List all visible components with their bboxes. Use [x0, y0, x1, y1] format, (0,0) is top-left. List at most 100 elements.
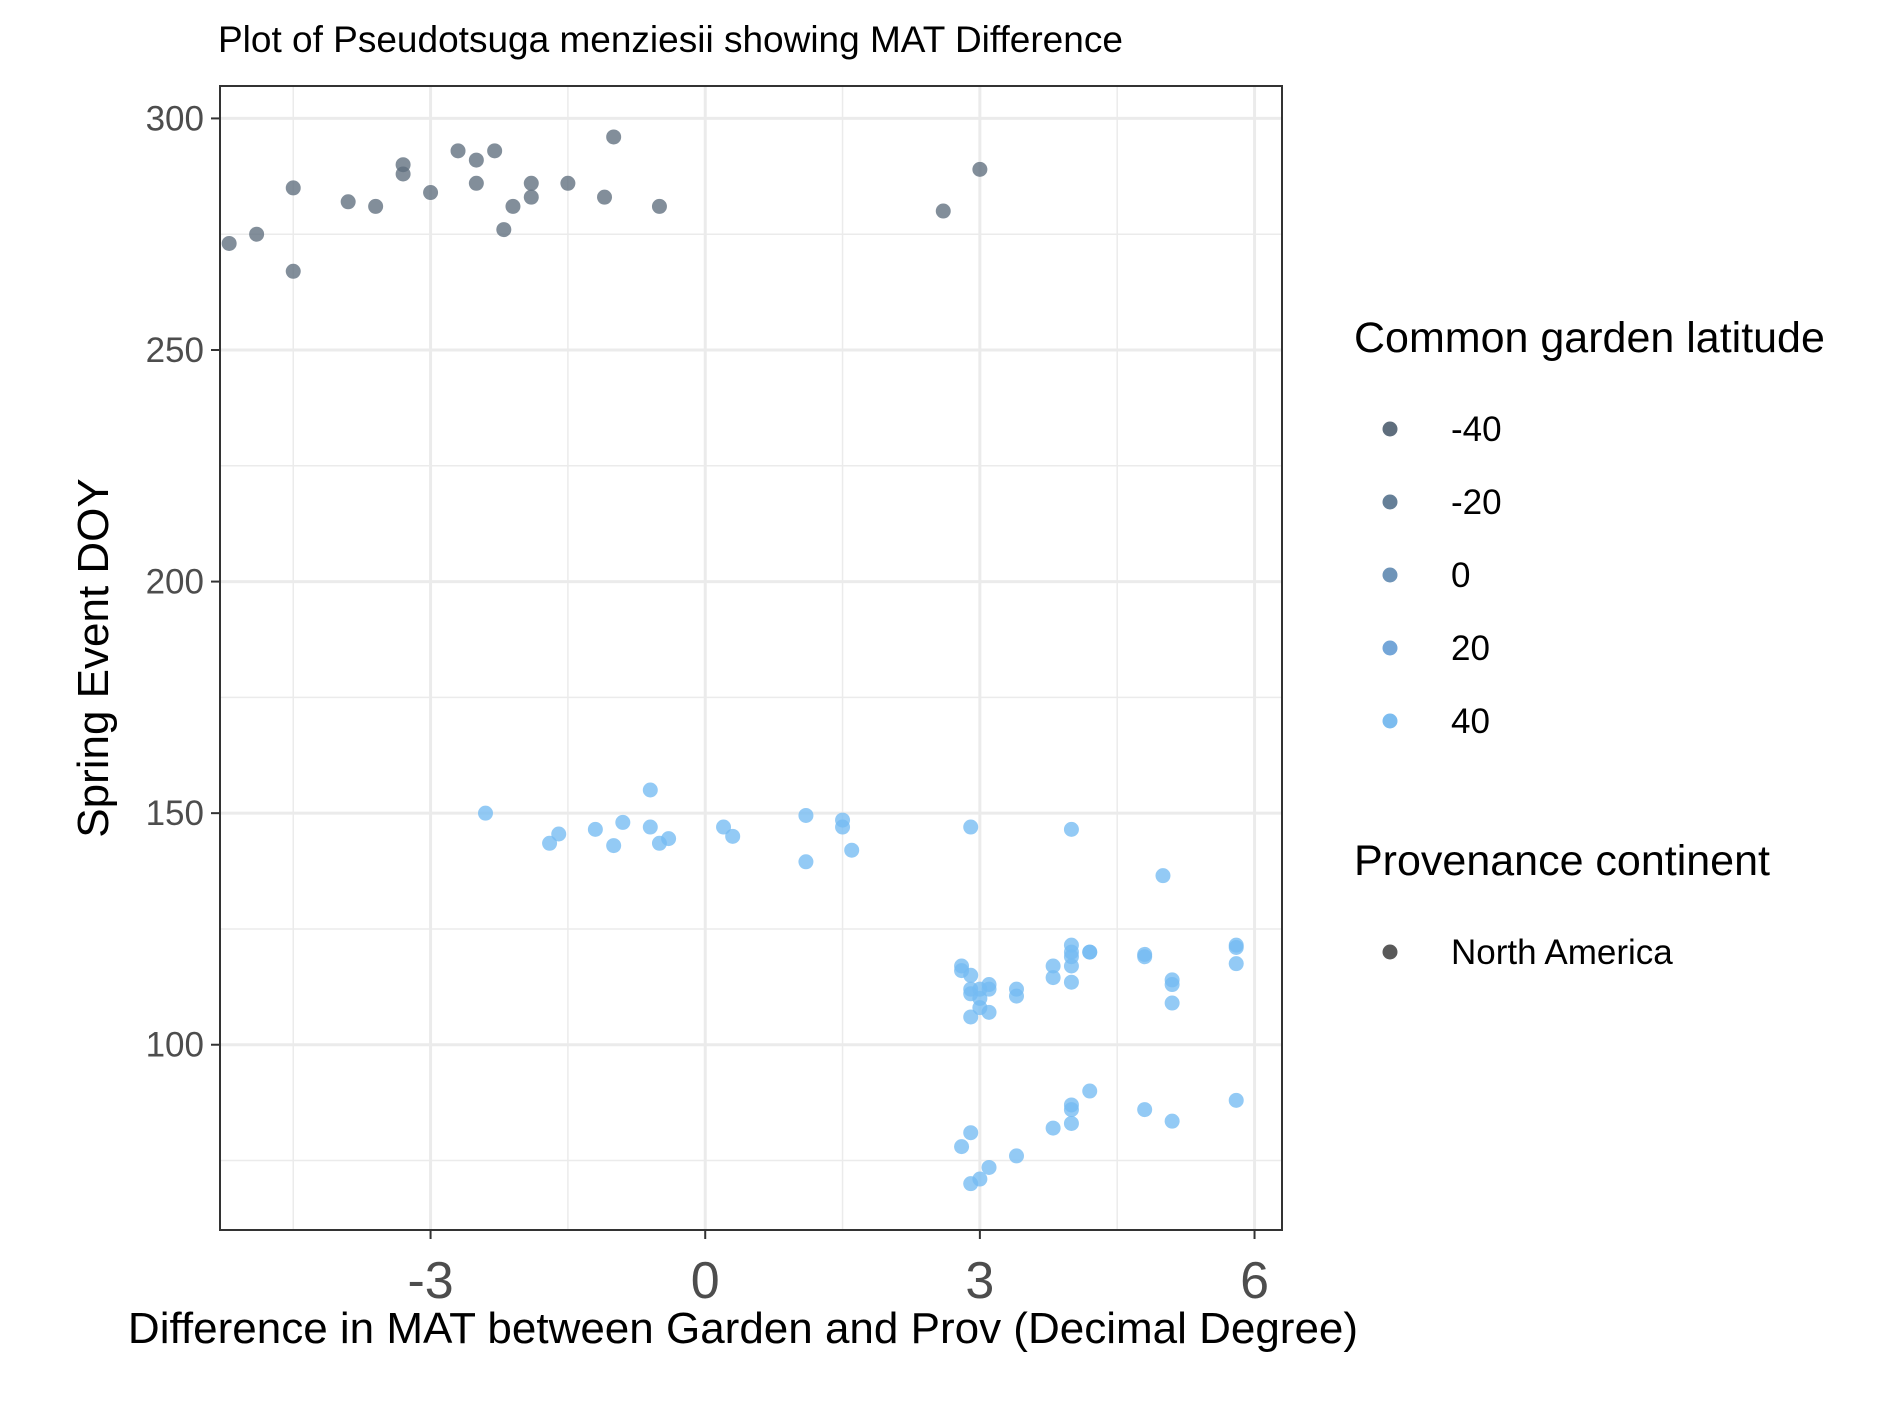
data-point: [1063, 944, 1079, 960]
data-point: [587, 821, 603, 837]
plot-panel-border: [219, 85, 1283, 1231]
data-point: [478, 805, 493, 821]
data-point: [368, 198, 384, 214]
data-point: [468, 175, 484, 191]
x-axis-ticks: -3 0 3 6: [407, 1230, 1269, 1310]
legend: Common garden latitude -40 -20 0 20 40 Provena…: [1354, 314, 1825, 972]
data-point: [954, 1139, 970, 1155]
data-point: [963, 967, 979, 983]
data-point: [523, 175, 539, 191]
data-point: [468, 152, 484, 168]
data-point: [1228, 956, 1244, 972]
data-point: [844, 842, 860, 858]
x-tick-label: 0: [691, 1252, 720, 1310]
data-point: [972, 161, 988, 177]
data-point: [1137, 949, 1153, 965]
x-axis-title: Difference in MAT between Garden and Pro…: [128, 1304, 1358, 1353]
data-point: [935, 203, 951, 219]
data-point: [963, 1009, 979, 1025]
x-tick-label: 3: [965, 1252, 994, 1310]
data-point: [981, 1004, 997, 1020]
chart-title: Plot of Pseudotsuga menziesii showing MA…: [218, 19, 1123, 60]
data-point: [560, 175, 576, 191]
legend-key: [1382, 567, 1398, 583]
legend-key: [1382, 640, 1398, 656]
data-point: [1155, 868, 1171, 884]
data-point: [496, 222, 512, 238]
data-point: [1082, 1083, 1098, 1099]
data-point: [835, 819, 851, 835]
data-point: [1063, 1115, 1079, 1131]
data-point: [1045, 970, 1061, 986]
data-point: [221, 235, 237, 251]
data-point: [606, 838, 622, 854]
data-point: [551, 826, 567, 842]
legend-key: [1382, 713, 1398, 729]
data-point: [981, 981, 997, 997]
data-point: [1063, 821, 1079, 837]
legend-label: 20: [1451, 629, 1490, 668]
legend-key: [1382, 494, 1398, 510]
data-point: [798, 807, 814, 823]
data-point: [642, 819, 658, 835]
data-point: [505, 198, 521, 214]
data-point: [285, 180, 301, 196]
y-tick-label: 200: [146, 563, 204, 602]
data-point: [597, 189, 613, 205]
data-point: [1063, 974, 1079, 990]
data-point: [1045, 958, 1061, 974]
x-tick-label: -3: [407, 1252, 453, 1310]
data-point: [285, 263, 301, 279]
data-point: [1164, 977, 1180, 993]
data-point: [798, 854, 814, 870]
legend-label: 0: [1451, 556, 1470, 595]
data-point: [1164, 995, 1180, 1011]
legend-label: -40: [1451, 410, 1502, 449]
x-tick-label: 6: [1240, 1252, 1269, 1310]
data-point: [963, 819, 979, 835]
data-point: [661, 831, 677, 847]
data-point: [1063, 1102, 1079, 1118]
data-point: [716, 819, 732, 835]
y-axis-title: Spring Event DOY: [69, 478, 118, 838]
y-tick-label: 250: [146, 331, 204, 370]
data-point: [1063, 958, 1079, 974]
data-point: [972, 1171, 988, 1187]
data-point: [1228, 939, 1244, 955]
data-point: [523, 189, 539, 205]
y-tick-label: 300: [146, 99, 204, 138]
legend-label: North America: [1451, 933, 1673, 972]
data-point: [963, 1125, 979, 1141]
legend-group: Provenance continent North America: [1354, 837, 1770, 972]
data-point: [1137, 1102, 1153, 1118]
data-point: [249, 226, 265, 242]
data-point: [450, 143, 466, 159]
data-point: [615, 814, 631, 830]
data-point: [542, 835, 558, 851]
major-gridlines: [220, 86, 1282, 1230]
data-point: [1228, 1092, 1244, 1108]
data-point: [651, 198, 667, 214]
data-point: [642, 782, 658, 798]
data-point: [1164, 1113, 1180, 1129]
legend-label: 40: [1451, 702, 1490, 741]
y-tick-label: 100: [146, 1026, 204, 1065]
legend-label: -20: [1451, 483, 1502, 522]
data-point: [1009, 988, 1024, 1004]
data-points: [221, 129, 1244, 1192]
data-point: [981, 1159, 997, 1175]
legend-group: Common garden latitude -40 -20 0 20 40: [1354, 314, 1825, 741]
data-point: [340, 194, 356, 210]
data-point: [606, 129, 622, 145]
data-point: [725, 828, 741, 844]
data-point: [1082, 944, 1098, 960]
data-point: [395, 166, 411, 182]
y-axis-ticks: 100 150 200 250 300: [146, 99, 220, 1065]
data-point: [423, 185, 439, 201]
legend-key: [1382, 944, 1398, 960]
legend-key: [1382, 421, 1398, 437]
data-point: [1045, 1120, 1061, 1136]
data-point: [487, 143, 503, 159]
y-tick-label: 150: [146, 794, 204, 833]
